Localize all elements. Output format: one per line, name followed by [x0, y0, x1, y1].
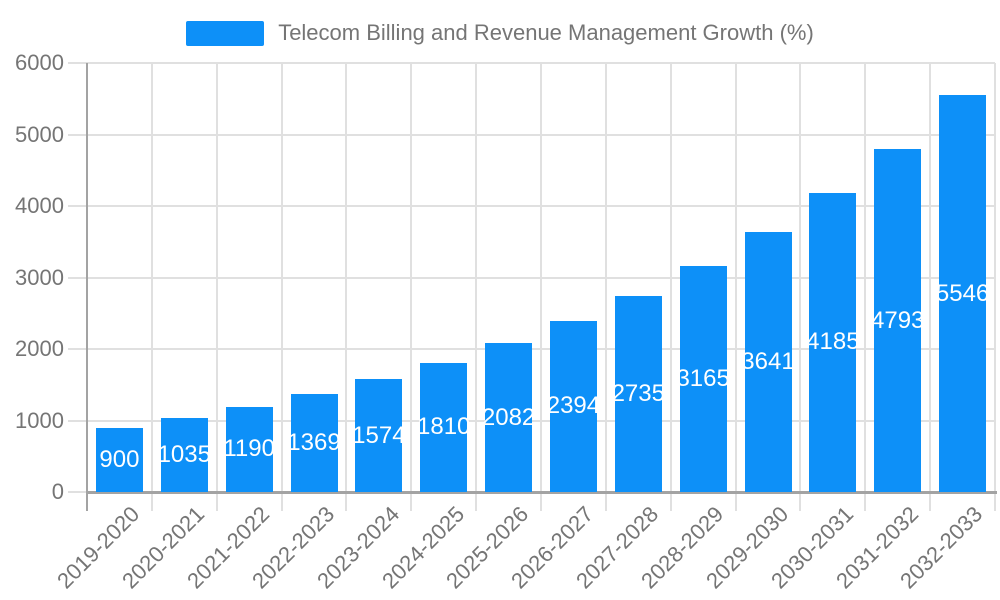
bar-value-label: 1190: [223, 435, 275, 463]
bar: [614, 296, 662, 492]
grid-line-vertical: [669, 63, 672, 511]
grid-line-horizontal: [68, 205, 995, 207]
legend: Telecom Billing and Revenue Management G…: [0, 20, 1000, 46]
bar-value-label: 1810: [417, 413, 471, 441]
bar-value-label: 3641: [741, 347, 795, 375]
grid-line-horizontal: [68, 276, 995, 279]
grid-line-vertical: [864, 63, 867, 511]
bar-value-label: 2082: [481, 403, 536, 431]
bar: [95, 427, 143, 492]
y-axis-tick-label: 0: [51, 479, 64, 504]
bar: [160, 417, 208, 492]
bar-value-label: 1574: [352, 421, 406, 449]
grid-line-vertical: [929, 63, 932, 511]
bar-value-label: 1035: [157, 440, 211, 468]
grid-line-vertical: [150, 63, 153, 511]
grid-line-vertical: [604, 63, 607, 511]
grid-line-horizontal: [68, 62, 995, 64]
y-axis-tick-label: 6000: [15, 50, 64, 75]
legend-swatch: [186, 20, 265, 46]
bar-value-label: 4185: [806, 328, 860, 356]
bar: [225, 406, 273, 492]
grid-line-vertical: [540, 63, 542, 511]
grid-line-vertical: [345, 63, 348, 511]
bar: [744, 231, 792, 492]
bar-value-label: 5546: [935, 279, 990, 307]
bar: [290, 394, 338, 492]
legend-label: Telecom Billing and Revenue Management G…: [278, 20, 814, 45]
y-axis-tick-label: 3000: [15, 264, 64, 290]
y-axis-tick-label: 1000: [15, 407, 64, 433]
grid-line-vertical: [410, 63, 413, 511]
y-axis-tick-label: 5000: [15, 121, 64, 147]
x-axis-line: [87, 491, 997, 494]
y-axis-tick-label: 2000: [15, 336, 64, 361]
bar: [549, 320, 597, 492]
bar-value-label: 4793: [871, 306, 925, 334]
bar: [420, 362, 468, 492]
grid-line-vertical: [734, 63, 737, 511]
bar: [874, 149, 922, 492]
bar-value-label: 1369: [287, 429, 341, 457]
y-axis-line: [86, 63, 88, 511]
bar: [355, 379, 403, 492]
grid-line-horizontal: [68, 133, 995, 136]
bar-value-label: 900: [99, 445, 140, 473]
bar: [809, 192, 857, 492]
grid-line-vertical: [799, 63, 802, 511]
bar: [939, 95, 987, 492]
bar-value-label: 2735: [611, 380, 665, 408]
bar: [679, 265, 727, 492]
bar-value-label: 2394: [546, 392, 601, 420]
grid-line-vertical: [475, 63, 478, 511]
grid-line-vertical: [994, 63, 996, 511]
y-axis-tick-label: 4000: [15, 193, 64, 218]
grid-line-vertical: [280, 63, 283, 511]
bar-value-label: 3165: [676, 364, 730, 392]
bar: [485, 343, 533, 492]
grid-line-vertical: [215, 63, 218, 511]
